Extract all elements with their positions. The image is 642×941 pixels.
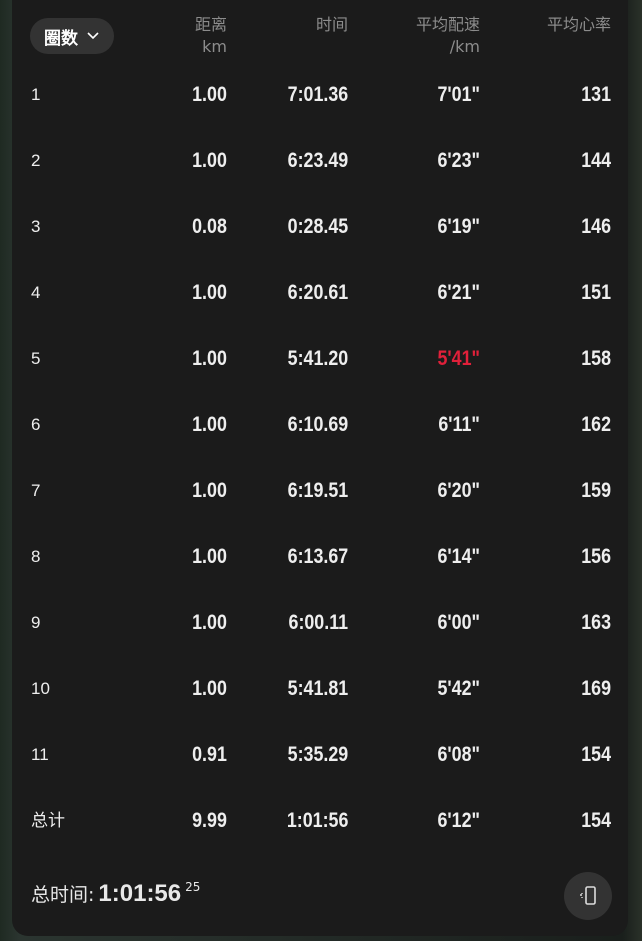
lap-row: 3 0.08 0:28.45 6'19" 146: [0, 212, 642, 242]
lap-time: 6:13.67: [287, 545, 348, 568]
lap-row: 1 1.00 7:01.36 7'01" 131: [0, 80, 642, 110]
lap-distance: 1.00: [192, 347, 227, 370]
lap-distance: 1.00: [192, 611, 227, 634]
lap-row: 6 1.00 6:10.69 6'11" 162: [0, 410, 642, 440]
total-time-fraction: 25: [185, 880, 201, 894]
lap-pace: 6'23": [437, 149, 481, 172]
header-pace-label: 平均配速: [415, 15, 480, 34]
lap-distance: 1.00: [192, 545, 227, 568]
lap-pace: 6'12": [437, 809, 481, 832]
lap-pace: 6'19": [437, 215, 481, 238]
lap-type-label: 圈数: [44, 28, 78, 49]
lap-heart-rate: 162: [581, 413, 611, 436]
lap-time: 6:00.11: [288, 611, 348, 634]
lap-distance: 0.08: [192, 215, 227, 238]
lap-row: 8 1.00 6:13.67 6'14" 156: [0, 542, 642, 572]
lap-distance: 1.00: [192, 149, 227, 172]
lap-distance: 1.00: [192, 281, 227, 304]
rotate-screen-button[interactable]: [564, 872, 612, 920]
lap-row: 9 1.00 6:00.11 6'00" 163: [0, 608, 642, 638]
lap-row: 2 1.00 6:23.49 6'23" 144: [0, 146, 642, 176]
lap-time: 6:23.49: [287, 149, 348, 172]
lap-number: 1: [31, 85, 41, 104]
header-distance: 距离 km: [195, 14, 227, 58]
lap-pace: 6'00": [437, 611, 481, 634]
lap-number: 2: [31, 151, 41, 170]
lap-number: 3: [31, 217, 41, 236]
lap-number: 10: [31, 679, 50, 698]
lap-time: 5:35.29: [287, 743, 348, 766]
lap-heart-rate: 154: [581, 743, 611, 766]
lap-number: 5: [31, 349, 41, 368]
lap-heart-rate: 154: [581, 809, 611, 832]
lap-row: 4 1.00 6:20.61 6'21" 151: [0, 278, 642, 308]
total-time-value: 1:01:56: [98, 880, 182, 907]
lap-pace: 6'20": [437, 479, 481, 502]
header-time: 时间: [316, 14, 348, 36]
lap-heart-rate: 163: [581, 611, 611, 634]
lap-pace: 7'01": [437, 83, 481, 106]
lap-row: 5 1.00 5:41.20 5'41" 158: [0, 344, 642, 374]
lap-number: 总计: [31, 811, 65, 830]
header-pace: 平均配速/km: [416, 14, 480, 58]
header-distance-unit: km: [202, 37, 227, 56]
lap-pace: 5'42": [437, 677, 481, 700]
header-pace-unit: /km: [449, 37, 480, 56]
lap-distance: 1.00: [192, 479, 227, 502]
lap-heart-rate: 169: [581, 677, 611, 700]
lap-number: 7: [31, 481, 41, 500]
lap-time: 6:10.69: [287, 413, 348, 436]
total-row: 总计 9.99 1:01:56 6'12" 154: [0, 806, 642, 836]
lap-row: 7 1.00 6:19.51 6'20" 159: [0, 476, 642, 506]
lap-row: 11 0.91 5:35.29 6'08" 154: [0, 740, 642, 770]
lap-heart-rate: 158: [581, 347, 611, 370]
chevron-down-icon: [87, 32, 99, 40]
lap-pace: 6'11": [438, 413, 480, 436]
rotate-screen-icon: [580, 886, 596, 905]
lap-heart-rate: 146: [581, 215, 611, 238]
lap-number: 11: [31, 745, 49, 764]
lap-time: 7:01.36: [287, 83, 348, 106]
lap-distance: 0.91: [192, 743, 227, 766]
lap-time: 6:20.61: [287, 281, 348, 304]
lap-heart-rate: 151: [581, 281, 611, 304]
total-time-label: 总时间:: [31, 884, 95, 906]
lap-distance: 1.00: [192, 83, 227, 106]
lap-distance: 1.00: [192, 677, 227, 700]
lap-time: 5:41.81: [287, 677, 348, 700]
laps-panel: [12, 0, 628, 936]
lap-number: 8: [31, 547, 41, 566]
lap-number: 6: [31, 415, 41, 434]
lap-time: 6:19.51: [287, 479, 348, 502]
lap-time: 1:01:56: [286, 809, 348, 832]
header-distance-label: 距离: [194, 15, 227, 34]
lap-distance: 9.99: [192, 809, 227, 832]
header-time-label: 时间: [315, 15, 348, 34]
lap-pace: 6'21": [437, 281, 481, 304]
header-hr-label: 平均心率: [546, 15, 611, 34]
lap-pace: 6'08": [437, 743, 481, 766]
lap-time: 5:41.20: [287, 347, 348, 370]
lap-pace: 6'14": [437, 545, 481, 568]
lap-heart-rate: 159: [581, 479, 611, 502]
lap-heart-rate: 156: [581, 545, 611, 568]
total-time: 总时间: 1:01:56 25: [31, 880, 200, 908]
lap-row: 10 1.00 5:41.81 5'42" 169: [0, 674, 642, 704]
lap-pace: 5'41": [437, 347, 481, 370]
lap-number: 9: [31, 613, 41, 632]
lap-time: 0:28.45: [287, 215, 348, 238]
lap-number: 4: [31, 283, 41, 302]
lap-type-dropdown[interactable]: 圈数: [30, 18, 114, 54]
lap-distance: 1.00: [192, 413, 227, 436]
lap-heart-rate: 144: [581, 149, 611, 172]
lap-heart-rate: 131: [581, 83, 611, 106]
header-hr: 平均心率: [547, 14, 611, 36]
